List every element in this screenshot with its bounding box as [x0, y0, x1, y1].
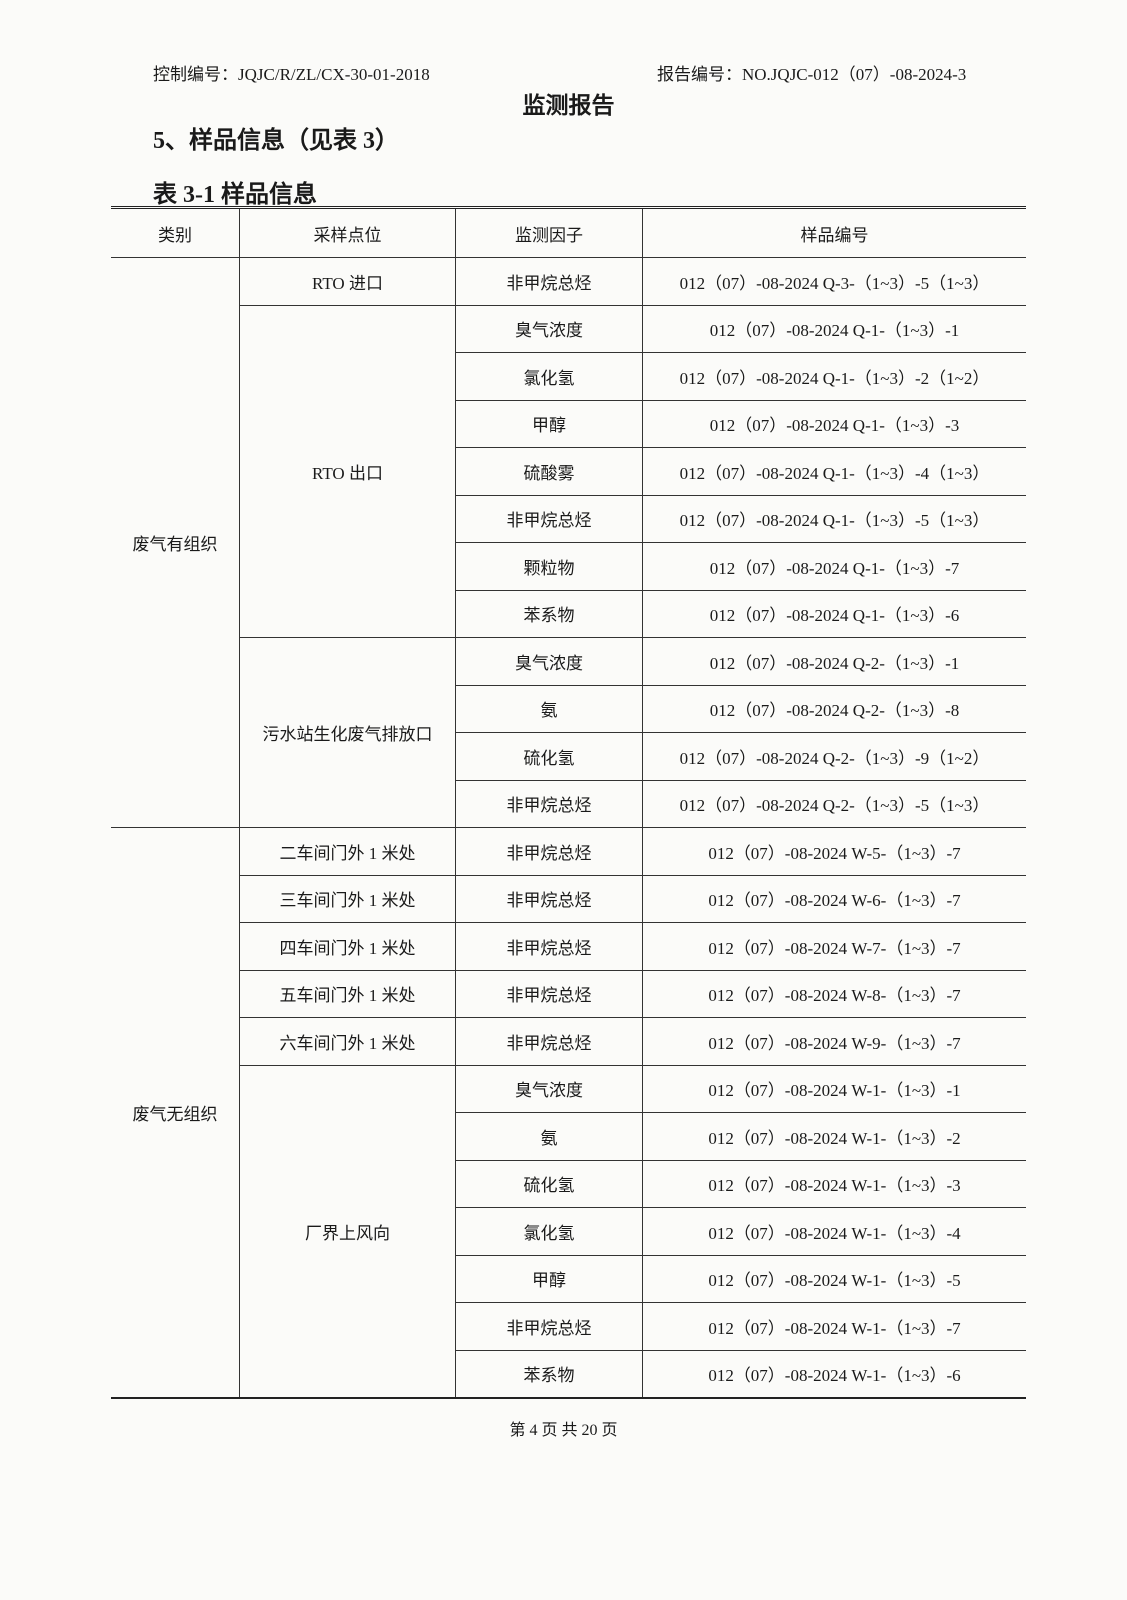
table-row: 氨 012（07）-08-2024 W-1-（1~3）-2: [111, 1112, 1026, 1161]
factor-cell: 非甲烷总烃: [455, 1302, 643, 1351]
table-row: 污水站生化废气排放口 臭气浓度 012（07）-08-2024 Q-2-（1~3）-…: [111, 637, 1026, 828]
sample-id-cell: 012（07）-08-2024 W-1-（1~3）-2: [642, 1112, 1026, 1161]
sample-id-cell: 012（07）-08-2024 Q-1-（1~3）-4（1~3）: [642, 447, 1026, 496]
table-row: 氯化氢 012（07）-08-2024 W-1-（1~3）-4: [111, 1207, 1026, 1256]
sample-id-cell: 012（07）-08-2024 W-1-（1~3）-4: [642, 1207, 1026, 1256]
table-row: 非甲烷总烃 012（07）-08-2024 Q-1-（1~3）-5（1~3）: [111, 494, 1026, 543]
sample-id-cell: 012（07）-08-2024 Q-1-（1~3）-2（1~2）: [642, 352, 1026, 401]
factor-cell: 甲醇: [455, 1254, 643, 1303]
factor-cell: 臭气浓度: [455, 1064, 643, 1113]
section-title: 5、样品信息（见表 3）: [153, 128, 399, 154]
control-number: 控制编号：JQJC/R/ZL/CX-30-01-2018: [153, 65, 430, 84]
table-row: 氨 012（07）-08-2024 Q-2-（1~3）-8: [111, 684, 1026, 733]
sample-id-cell: 012（07）-08-2024 Q-1-（1~3）-3: [642, 399, 1026, 448]
location-cell: 四车间门外 1 米处: [239, 922, 456, 971]
factor-cell: 非甲烷总烃: [455, 257, 643, 306]
category-cell: 废气无组织: [111, 827, 240, 1399]
sample-id-cell: 012（07）-08-2024 Q-2-（1~3）-9（1~2）: [642, 732, 1026, 781]
column-header: 样品编号: [642, 207, 1026, 258]
factor-cell: 苯系物: [455, 589, 643, 638]
factor-cell: 臭气浓度: [455, 304, 643, 353]
sample-id-cell: 012（07）-08-2024 Q-1-（1~3）-5（1~3）: [642, 494, 1026, 543]
table-row: 六车间门外 1 米处 非甲烷总烃 012（07）-08-2024 W-9-（1~3）…: [111, 1017, 1026, 1066]
table-row: 废气有组织 RTO 进口 非甲烷总烃 012（07）-08-2024 Q-3-（1~3…: [111, 257, 1026, 828]
table-row: 五车间门外 1 米处 非甲烷总烃 012（07）-08-2024 W-8-（1~3）…: [111, 969, 1026, 1018]
page-number: 第 4 页 共 20 页: [509, 1422, 618, 1439]
factor-cell: 非甲烷总烃: [455, 922, 643, 971]
location-cell: RTO 出口: [239, 304, 456, 638]
factor-cell: 非甲烷总烃: [455, 874, 643, 923]
column-header: 采样点位: [239, 207, 456, 258]
column-header: 监测因子: [455, 207, 643, 258]
sample-info-table: 类别 采样点位 监测因子 样品编号 废气有组织 RTO 进口 非甲烷总烃 012（07…: [111, 206, 1026, 1399]
table-row: 四车间门外 1 米处 非甲烷总烃 012（07）-08-2024 W-7-（1~3）…: [111, 922, 1026, 971]
table-row: 非甲烷总烃 012（07）-08-2024 Q-2-（1~3）-5（1~3）: [111, 779, 1026, 828]
sample-id-cell: 012（07）-08-2024 W-1-（1~3）-7: [642, 1302, 1026, 1351]
factor-cell: 颗粒物: [455, 542, 643, 591]
location-cell: 二车间门外 1 米处: [239, 827, 456, 876]
table-row: 氯化氢 012（07）-08-2024 Q-1-（1~3）-2（1~2）: [111, 352, 1026, 401]
table-row: 厂界上风向 臭气浓度 012（07）-08-2024 W-1-（1~3）-1: [111, 1064, 1026, 1399]
table-row: 硫化氢 012（07）-08-2024 Q-2-（1~3）-9（1~2）: [111, 732, 1026, 781]
sample-id-cell: 012（07）-08-2024 W-5-（1~3）-7: [642, 827, 1026, 876]
factor-cell: 氯化氢: [455, 352, 643, 401]
location-cell: 厂界上风向: [239, 1064, 456, 1399]
sample-id-cell: 012（07）-08-2024 W-1-（1~3）-3: [642, 1159, 1026, 1208]
factor-cell: 苯系物: [455, 1349, 643, 1399]
table-row: RTO 出口 臭气浓度 012（07）-08-2024 Q-1-（1~3）-1: [111, 304, 1026, 638]
table-header-row: 类别 采样点位 监测因子 样品编号: [111, 207, 1026, 258]
table-row: 非甲烷总烃 012（07）-08-2024 W-1-（1~3）-7: [111, 1302, 1026, 1351]
factor-cell: 非甲烷总烃: [455, 969, 643, 1018]
table-row: 苯系物 012（07）-08-2024 Q-1-（1~3）-6: [111, 589, 1026, 638]
factor-cell: 硫化氢: [455, 1159, 643, 1208]
factor-cell: 硫酸雾: [455, 447, 643, 496]
factor-cell: 非甲烷总烃: [455, 1017, 643, 1066]
location-cell: 污水站生化废气排放口: [239, 637, 456, 828]
factor-cell: 氨: [455, 1112, 643, 1161]
sample-id-cell: 012（07）-08-2024 W-7-（1~3）-7: [642, 922, 1026, 971]
factor-cell: 非甲烷总烃: [455, 779, 643, 828]
sample-id-cell: 012（07）-08-2024 Q-2-（1~3）-1: [642, 637, 1026, 686]
sample-id-cell: 012（07）-08-2024 Q-1-（1~3）-6: [642, 589, 1026, 638]
sample-id-cell: 012（07）-08-2024 Q-2-（1~3）-5（1~3）: [642, 779, 1026, 828]
column-header: 类别: [111, 207, 240, 258]
location-cell: 五车间门外 1 米处: [239, 969, 456, 1018]
factor-cell: 硫化氢: [455, 732, 643, 781]
location-cell: RTO 进口: [239, 257, 456, 306]
table-row: 苯系物 012（07）-08-2024 W-1-（1~3）-6: [111, 1349, 1026, 1399]
category-cell: 废气有组织: [111, 257, 240, 828]
location-cell: 三车间门外 1 米处: [239, 874, 456, 923]
factor-cell: 非甲烷总烃: [455, 827, 643, 876]
sample-id-cell: 012（07）-08-2024 W-6-（1~3）-7: [642, 874, 1026, 923]
document-title: 监测报告: [522, 93, 615, 118]
factor-cell: 氯化氢: [455, 1207, 643, 1256]
factor-cell: 臭气浓度: [455, 637, 643, 686]
sample-id-cell: 012（07）-08-2024 W-8-（1~3）-7: [642, 969, 1026, 1018]
table-caption: 表 3-1 样品信息: [153, 182, 317, 208]
sample-id-cell: 012（07）-08-2024 Q-1-（1~3）-1: [642, 304, 1026, 353]
sample-id-cell: 012（07）-08-2024 Q-1-（1~3）-7: [642, 542, 1026, 591]
location-cell: 六车间门外 1 米处: [239, 1017, 456, 1066]
factor-cell: 氨: [455, 684, 643, 733]
report-number: 报告编号：NO.JQJC-012（07）-08-2024-3: [657, 65, 967, 84]
table-row: 废气无组织 二车间门外 1 米处 非甲烷总烃 012（07）-08-2024 W-5-…: [111, 827, 1026, 1399]
sample-id-cell: 012（07）-08-2024 W-1-（1~3）-6: [642, 1349, 1026, 1399]
sample-id-cell: 012（07）-08-2024 W-1-（1~3）-1: [642, 1064, 1026, 1113]
sample-id-cell: 012（07）-08-2024 W-9-（1~3）-7: [642, 1017, 1026, 1066]
factor-cell: 非甲烷总烃: [455, 494, 643, 543]
factor-cell: 甲醇: [455, 399, 643, 448]
sample-id-cell: 012（07）-08-2024 Q-3-（1~3）-5（1~3）: [642, 257, 1026, 306]
table-row: 颗粒物 012（07）-08-2024 Q-1-（1~3）-7: [111, 542, 1026, 591]
sample-id-cell: 012（07）-08-2024 W-1-（1~3）-5: [642, 1254, 1026, 1303]
sample-id-cell: 012（07）-08-2024 Q-2-（1~3）-8: [642, 684, 1026, 733]
table-row: 三车间门外 1 米处 非甲烷总烃 012（07）-08-2024 W-6-（1~3）…: [111, 874, 1026, 923]
